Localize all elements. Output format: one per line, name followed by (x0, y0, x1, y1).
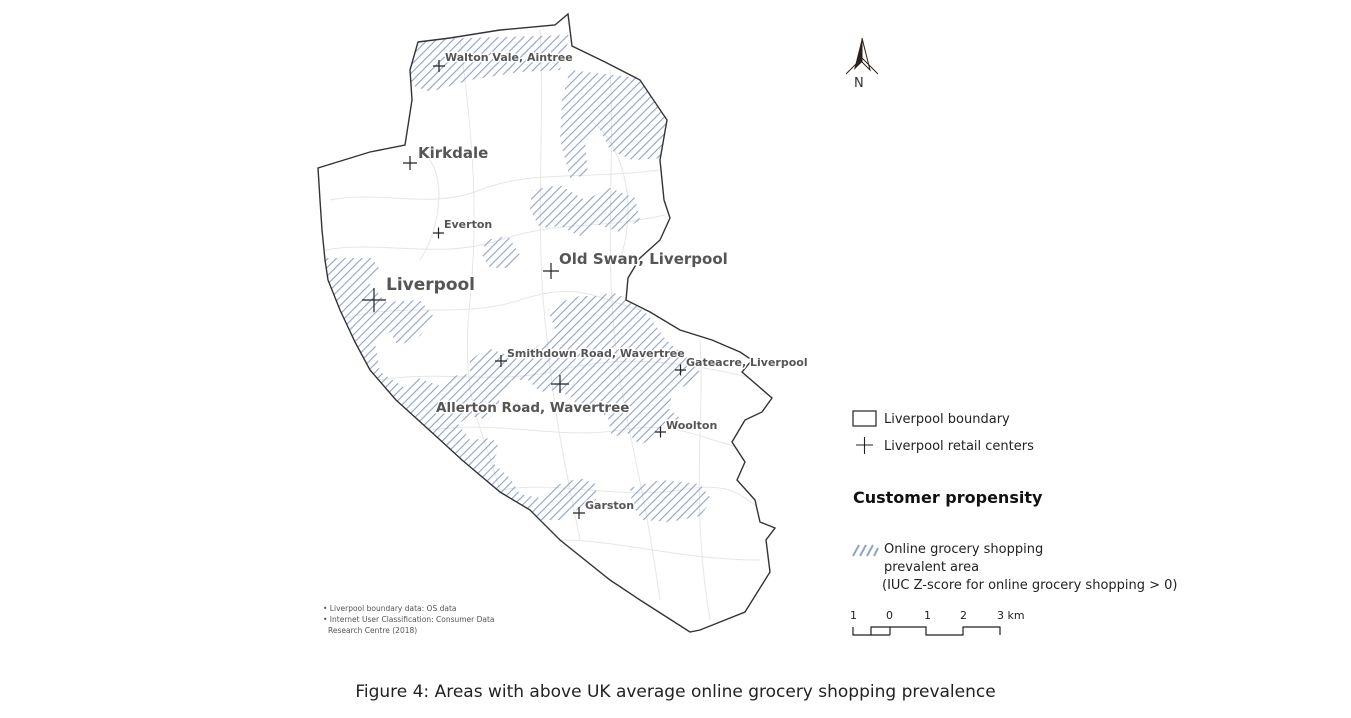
label-gateacre: Gateacre, Liverpool (686, 356, 808, 369)
liverpool-boundary (317, 12, 777, 633)
credit-line2: • Internet User Classification: Consumer… (323, 615, 495, 624)
legend-hatch-line2: prevalent area (884, 560, 979, 575)
retail-marker-old-swan (543, 263, 559, 279)
retail-marker-woolton (655, 426, 666, 438)
credit-line1: • Liverpool boundary data: OS data (323, 604, 456, 613)
hatch-area-west (322, 258, 700, 520)
scale-label-2: 1 (924, 609, 931, 622)
retail-marker-kirkdale (403, 156, 417, 170)
legend-hatch-swatch (852, 544, 879, 557)
label-allerton: Allerton Road, Wavertree (436, 400, 629, 416)
legend-retail-label: Liverpool retail centers (884, 439, 1034, 454)
figure-caption: Figure 4: Areas with above UK average on… (355, 682, 996, 702)
hatch-area-northeast (560, 70, 668, 178)
retail-marker-allerton (551, 375, 569, 393)
north-label: N (854, 76, 864, 91)
retail-marker-garston (573, 507, 585, 519)
legend-hatch-line3: (IUC Z-score for online grocery shopping… (882, 578, 1178, 593)
scale-label-4: 3 km (997, 609, 1025, 622)
map-canvas: Walton Vale, Aintree Kirkdale Everton Ol… (317, 12, 1178, 636)
label-old-swan: Old Swan, Liverpool (559, 250, 728, 268)
hatch-area-south (630, 480, 712, 522)
label-liverpool: Liverpool (386, 275, 475, 295)
legend-retail-cross-icon (856, 437, 873, 454)
legend-boundary-label: Liverpool boundary (884, 412, 1010, 427)
retail-marker-liverpool (362, 288, 386, 312)
label-kirkdale: Kirkdale (418, 144, 488, 162)
retail-marker-everton (433, 227, 444, 239)
label-woolton: Woolton (666, 419, 717, 432)
legend-section-title: Customer propensity (853, 488, 1043, 507)
credit-line3: Research Centre (2018) (328, 626, 417, 635)
online-grocery-prevalent-areas (322, 35, 712, 522)
legend-hatch-line1: Online grocery shopping (884, 542, 1043, 557)
retail-marker-walton-vale (433, 60, 445, 72)
legend-boundary-swatch (852, 410, 877, 427)
hatch-area-old-swan (482, 236, 520, 268)
hatch-area-centre-north (530, 185, 640, 236)
scale-bar: 1 0 1 2 3 km (850, 609, 1025, 636)
retail-center-markers (362, 60, 686, 519)
scale-label-0: 1 (850, 609, 857, 622)
label-smithdown: Smithdown Road, Wavertree (507, 347, 685, 360)
hatch-area-north (398, 35, 570, 92)
label-garston: Garston (585, 499, 634, 512)
north-arrow-icon (845, 37, 879, 75)
retail-marker-gateacre (675, 364, 686, 376)
scale-label-1: 0 (886, 609, 893, 622)
label-everton: Everton (444, 218, 492, 231)
label-walton-vale: Walton Vale, Aintree (445, 51, 573, 64)
retail-marker-smithdown (495, 355, 507, 367)
scale-label-3: 2 (960, 609, 967, 622)
